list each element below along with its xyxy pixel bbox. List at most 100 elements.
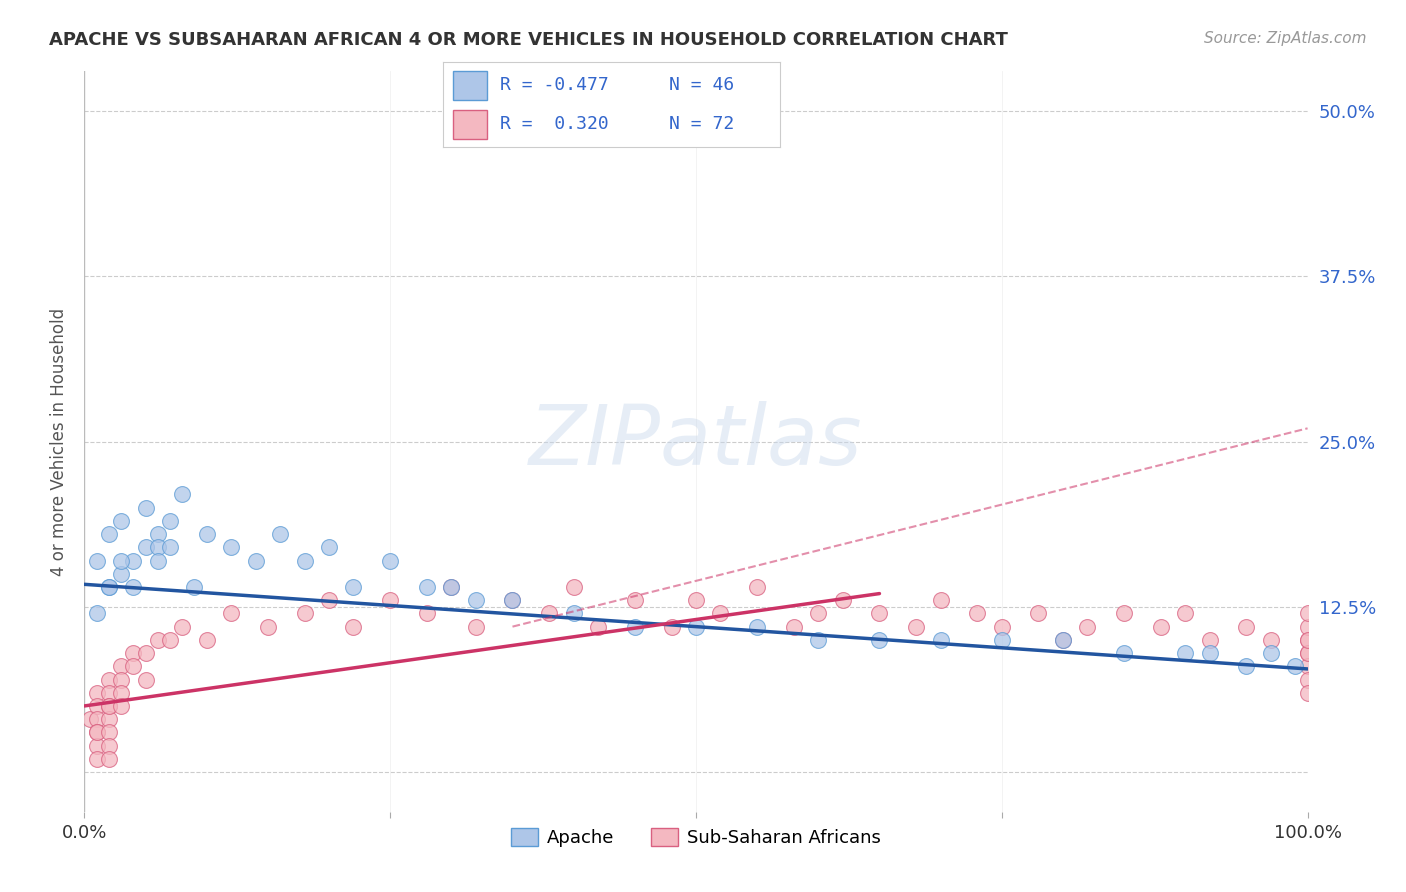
Point: [1296, 686, 1319, 700]
Point: [929, 593, 952, 607]
Point: [135, 500, 157, 515]
Point: [146, 632, 169, 647]
Point: [86, 712, 108, 726]
Point: [586, 620, 609, 634]
Point: [869, 607, 891, 621]
Point: [342, 620, 364, 634]
Point: [159, 541, 181, 555]
Point: [97, 712, 120, 726]
Point: [1260, 632, 1282, 647]
Point: [135, 646, 157, 660]
Point: [1296, 632, 1319, 647]
Point: [159, 514, 181, 528]
Point: [869, 632, 891, 647]
Point: [86, 607, 108, 621]
Text: R = -0.477: R = -0.477: [501, 77, 609, 95]
Point: [1236, 659, 1258, 673]
Point: [416, 607, 439, 621]
Point: [464, 593, 486, 607]
Text: N = 46: N = 46: [669, 77, 734, 95]
Point: [1296, 620, 1319, 634]
Point: [1150, 620, 1173, 634]
Point: [110, 566, 132, 581]
Point: [135, 541, 157, 555]
Point: [1174, 607, 1197, 621]
Point: [79, 712, 101, 726]
Point: [219, 607, 242, 621]
Point: [991, 620, 1014, 634]
Point: [1236, 620, 1258, 634]
Point: [97, 752, 120, 766]
Point: [97, 698, 120, 713]
Point: [685, 620, 707, 634]
Y-axis label: 4 or more Vehicles in Household: 4 or more Vehicles in Household: [49, 308, 67, 575]
Point: [624, 593, 647, 607]
Point: [110, 553, 132, 567]
Text: R =  0.320: R = 0.320: [501, 115, 609, 133]
Point: [318, 593, 340, 607]
Point: [1198, 632, 1220, 647]
Point: [97, 527, 120, 541]
Point: [219, 541, 242, 555]
Point: [86, 553, 108, 567]
Text: ZIPatlas: ZIPatlas: [529, 401, 863, 482]
Point: [97, 673, 120, 687]
Point: [110, 514, 132, 528]
Point: [1114, 607, 1136, 621]
Point: [195, 527, 218, 541]
Point: [97, 739, 120, 753]
Point: [1198, 646, 1220, 660]
Point: [122, 580, 145, 594]
Point: [146, 553, 169, 567]
Text: Source: ZipAtlas.com: Source: ZipAtlas.com: [1204, 31, 1367, 46]
Point: [624, 620, 647, 634]
Text: APACHE VS SUBSAHARAN AFRICAN 4 OR MORE VEHICLES IN HOUSEHOLD CORRELATION CHART: APACHE VS SUBSAHARAN AFRICAN 4 OR MORE V…: [49, 31, 1008, 49]
Point: [135, 673, 157, 687]
Point: [1284, 659, 1306, 673]
Point: [342, 580, 364, 594]
Point: [1028, 607, 1050, 621]
Point: [146, 527, 169, 541]
Point: [538, 607, 561, 621]
Point: [318, 541, 340, 555]
Point: [1296, 607, 1319, 621]
Point: [1296, 646, 1319, 660]
Point: [1076, 620, 1098, 634]
Point: [1052, 632, 1074, 647]
Point: [172, 487, 194, 501]
Point: [661, 620, 683, 634]
Point: [905, 620, 928, 634]
Point: [294, 607, 316, 621]
Point: [747, 580, 769, 594]
Point: [269, 527, 291, 541]
Point: [1260, 646, 1282, 660]
Point: [1296, 659, 1319, 673]
Point: [122, 659, 145, 673]
Point: [257, 620, 280, 634]
Point: [86, 725, 108, 739]
Point: [1174, 646, 1197, 660]
Point: [183, 580, 205, 594]
Point: [502, 593, 524, 607]
Point: [685, 593, 707, 607]
Point: [1296, 632, 1319, 647]
Point: [929, 632, 952, 647]
Point: [807, 607, 830, 621]
Point: [172, 620, 194, 634]
Point: [294, 553, 316, 567]
FancyBboxPatch shape: [453, 71, 486, 100]
Point: [1114, 646, 1136, 660]
Point: [159, 632, 181, 647]
Point: [110, 698, 132, 713]
Point: [86, 725, 108, 739]
FancyBboxPatch shape: [453, 110, 486, 139]
Point: [807, 632, 830, 647]
Point: [464, 620, 486, 634]
Point: [86, 698, 108, 713]
Point: [1296, 673, 1319, 687]
Legend: Apache, Sub-Saharan Africans: Apache, Sub-Saharan Africans: [503, 821, 889, 855]
Point: [416, 580, 439, 594]
Point: [195, 632, 218, 647]
Point: [1052, 632, 1074, 647]
Point: [97, 698, 120, 713]
